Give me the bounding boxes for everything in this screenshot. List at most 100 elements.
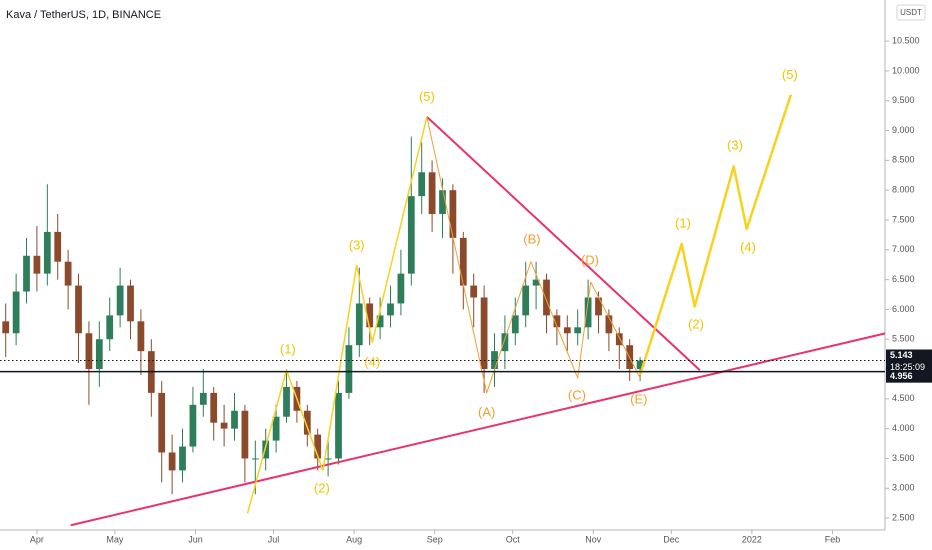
wave-label: (5): [419, 89, 435, 104]
candle-body: [241, 410, 249, 459]
candle-body: [501, 333, 509, 352]
x-tick-label: Oct: [506, 534, 521, 544]
candle-body: [397, 273, 405, 304]
candle-body: [303, 410, 311, 435]
candle-body: [355, 303, 363, 346]
wave-line: [246, 116, 428, 514]
candle-body: [470, 285, 478, 298]
y-tick-label: 7.000: [892, 244, 915, 254]
candle-body: [283, 386, 290, 417]
y-tick-label: 6.500: [892, 274, 915, 284]
candle-body: [459, 237, 467, 286]
countdown-label: 18:25:09: [890, 362, 925, 372]
y-tick-label: 6.000: [892, 304, 915, 314]
wave-label: (3): [727, 138, 743, 153]
candle-body: [335, 392, 342, 459]
wave-line: [638, 94, 793, 376]
candle-body: [522, 285, 530, 316]
wave-label: (2): [314, 480, 330, 495]
candle-body: [615, 333, 623, 346]
candle-body: [324, 458, 332, 460]
x-tick-label: Nov: [585, 534, 602, 544]
wave-label: (E): [630, 391, 647, 406]
candle-body: [137, 321, 145, 352]
candle-body: [480, 297, 488, 370]
y-tick-label: 4.000: [892, 423, 915, 433]
candle-body: [23, 255, 30, 292]
candle-body: [532, 279, 540, 286]
y-tick-label: 5.500: [892, 334, 915, 344]
candle-body: [439, 190, 446, 215]
wave-line: [70, 332, 885, 527]
x-tick-label: Aug: [346, 534, 362, 544]
candle-body: [179, 446, 186, 471]
y-tick-label: 8.500: [892, 155, 915, 165]
x-tick-label: 2022: [742, 534, 762, 544]
candle-body: [376, 315, 384, 328]
price-label-box: [886, 370, 932, 383]
y-tick-label: 2.500: [892, 512, 915, 522]
wave-label: (C): [568, 387, 586, 402]
chart-title: Kava / TetherUS, 1D, BINANCE: [6, 9, 161, 21]
y-tick-label: 10.500: [892, 36, 920, 46]
candle-body: [449, 190, 457, 238]
candle-body: [168, 452, 176, 471]
wave-line: [426, 116, 641, 394]
candle-body: [387, 303, 394, 316]
candle-body: [584, 297, 592, 328]
y-tick-label: 4.500: [892, 393, 915, 403]
x-tick-label: May: [106, 534, 124, 544]
candle-body: [345, 345, 353, 393]
wave-label: (1): [675, 216, 691, 231]
candle-body: [199, 392, 207, 405]
y-tick-label: 10.000: [892, 65, 920, 75]
candle-body: [418, 172, 426, 197]
candle-body: [553, 315, 561, 328]
candle-body: [231, 410, 238, 429]
candle-body: [543, 279, 550, 316]
y-tick-label: 9.000: [892, 125, 915, 135]
candle-body: [220, 422, 228, 429]
wave-label: (5): [782, 67, 798, 82]
price-label-box: [886, 349, 932, 374]
candle-body: [85, 333, 93, 370]
x-tick-label: Feb: [825, 534, 841, 544]
candle-body: [12, 291, 20, 334]
candle-body: [54, 231, 62, 262]
candle-body: [95, 339, 103, 370]
axes: 2.5003.0003.5004.0004.5005.0005.5006.000…: [30, 36, 932, 544]
price-label: 5.143: [890, 350, 913, 360]
candle-body: [595, 297, 602, 316]
currency-box: [896, 4, 926, 21]
wave-label: (1): [280, 341, 296, 356]
candle-body: [33, 255, 41, 274]
candle-body: [428, 172, 436, 215]
wave-label: (B): [523, 232, 540, 247]
currency-label: USDT: [900, 8, 922, 17]
price-label: 4.956: [890, 371, 913, 381]
candle-body: [127, 285, 134, 322]
candle-body: [64, 261, 72, 286]
candle-body: [2, 321, 10, 334]
wave-label: (D): [581, 253, 599, 268]
candle-body: [574, 327, 582, 334]
wave-label: (2): [688, 316, 704, 331]
candle-body: [491, 351, 498, 370]
candle-body: [366, 303, 374, 328]
plot-area: (1) (2) (3) (4) (5) (A) (B) (C) (D) (E) (1) (2) (3) (…: [0, 67, 885, 527]
candle-body: [116, 285, 124, 316]
candle-body: [75, 285, 82, 334]
y-tick-label: 8.000: [892, 185, 915, 195]
candle-body: [106, 315, 114, 340]
candle-body: [272, 416, 280, 441]
candle-body: [511, 315, 519, 334]
candle-body: [262, 440, 270, 459]
candle-body: [636, 360, 644, 370]
x-tick-label: Dec: [663, 534, 680, 544]
candle-body: [563, 327, 571, 334]
x-tick-label: Apr: [30, 534, 44, 544]
x-tick-label: Sep: [427, 534, 443, 544]
candle-body: [251, 458, 259, 460]
candle-body: [158, 392, 166, 453]
